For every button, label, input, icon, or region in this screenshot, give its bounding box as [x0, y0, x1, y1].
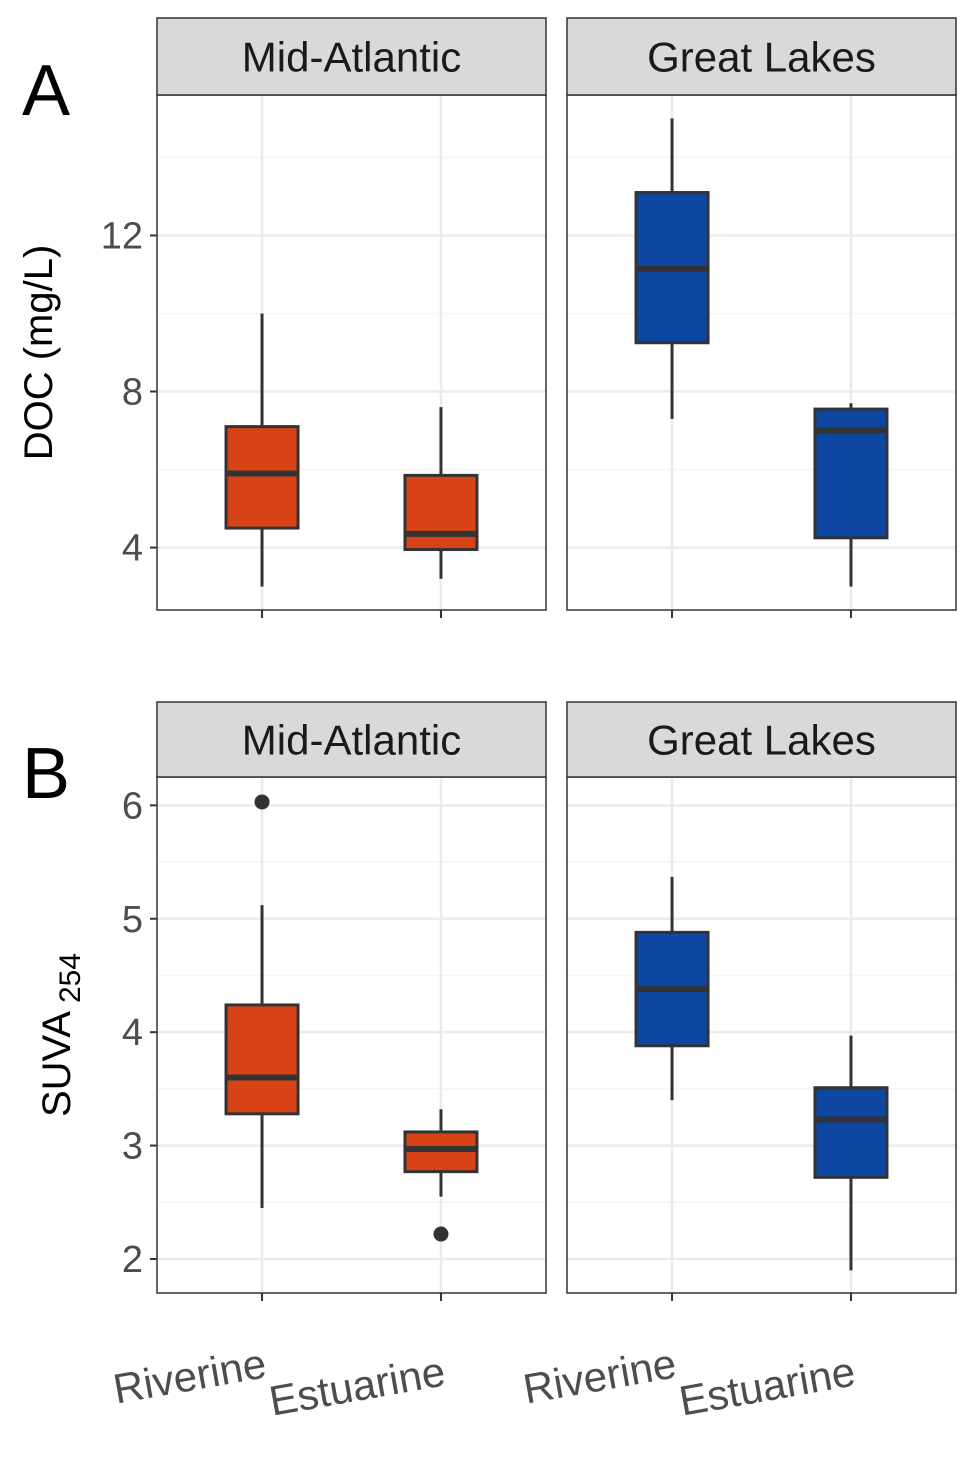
panel-background — [157, 95, 546, 610]
y-tick-label: 6 — [122, 785, 143, 827]
outlier-point — [254, 794, 270, 810]
x-category-label: Riverine — [520, 1340, 680, 1413]
facet-strip-label: Great Lakes — [647, 717, 876, 764]
facet-strip — [566, 701, 957, 778]
panel-label-b: B — [22, 734, 70, 814]
panel-background — [567, 95, 956, 610]
y-tick-label: 8 — [122, 372, 143, 414]
y-tick-label: 12 — [101, 215, 143, 257]
box-iqr — [813, 1086, 889, 1179]
y-axis-title-a: DOC (mg/L) — [17, 245, 61, 461]
y-tick-label: 4 — [122, 528, 143, 570]
box-great-lakes-riverine — [634, 876, 710, 1101]
y-tick-label: 3 — [122, 1126, 143, 1168]
y-axis-title-subscript: 254 — [54, 953, 87, 1003]
facet-strip-label: Great Lakes — [647, 34, 876, 81]
panel-background — [157, 777, 546, 1293]
facet-strip — [566, 17, 957, 96]
y-tick-label: 5 — [122, 899, 143, 941]
box-mid-atlantic-estuarine — [403, 1109, 479, 1242]
facet-strip-label: Mid-Atlantic — [242, 717, 461, 764]
box-mid-atlantic-riverine — [224, 794, 300, 1208]
facet-strip-label: Mid-Atlantic — [242, 34, 461, 81]
y-tick-label: 2 — [122, 1239, 143, 1281]
x-category-label: Estuarine — [676, 1348, 859, 1425]
box-iqr — [224, 1003, 300, 1116]
x-category-label: Estuarine — [266, 1348, 449, 1425]
box-mid-atlantic-riverine — [224, 313, 300, 587]
box-iqr — [403, 473, 479, 552]
facet-strip — [156, 701, 547, 778]
box-great-lakes-riverine — [634, 118, 710, 419]
facet-strip — [156, 17, 547, 96]
box-great-lakes-estuarine — [813, 403, 889, 587]
box-great-lakes-estuarine — [813, 1035, 889, 1271]
y-axis-title-b: SUVA 254 — [35, 953, 87, 1117]
y-axis-title-main: DOC (mg/L) — [17, 245, 61, 461]
box-iqr — [224, 425, 300, 530]
y-axis-title-main: SUVA — [35, 1011, 79, 1117]
panel-background — [567, 777, 956, 1293]
panel-label-a: A — [22, 51, 70, 131]
outlier-point — [433, 1226, 449, 1242]
x-category-label: Riverine — [110, 1340, 270, 1413]
y-tick-label: 4 — [122, 1012, 143, 1054]
box-mid-atlantic-estuarine — [403, 407, 479, 579]
